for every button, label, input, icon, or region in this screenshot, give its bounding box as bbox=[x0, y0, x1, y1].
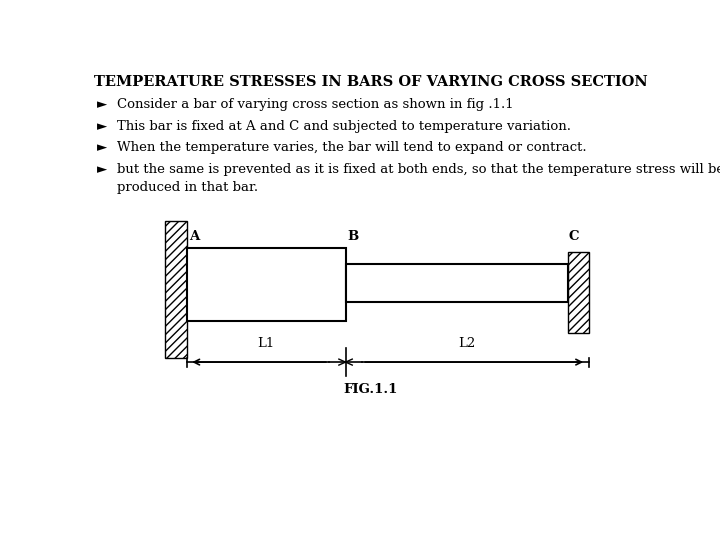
Text: When the temperature varies, the bar will tend to expand or contract.: When the temperature varies, the bar wil… bbox=[117, 141, 586, 154]
Text: ►: ► bbox=[96, 163, 107, 176]
Text: FIG.1.1: FIG.1.1 bbox=[343, 383, 398, 396]
Text: This bar is fixed at A and C and subjected to temperature variation.: This bar is fixed at A and C and subject… bbox=[117, 120, 571, 133]
Text: C: C bbox=[569, 230, 580, 243]
Bar bbox=[346, 265, 567, 302]
Text: ►: ► bbox=[96, 120, 107, 133]
Bar bbox=[186, 248, 346, 321]
Text: B: B bbox=[348, 230, 359, 243]
Text: A: A bbox=[189, 230, 199, 243]
Text: ►: ► bbox=[96, 141, 107, 154]
Text: L2: L2 bbox=[459, 338, 476, 350]
Text: TEMPERATURE STRESSES IN BARS OF VARYING CROSS SECTION: TEMPERATURE STRESSES IN BARS OF VARYING … bbox=[94, 75, 648, 89]
Text: ►: ► bbox=[96, 98, 107, 111]
Text: Consider a bar of varying cross section as shown in fig .1.1: Consider a bar of varying cross section … bbox=[117, 98, 513, 111]
Bar bbox=[567, 252, 589, 333]
Bar bbox=[166, 221, 186, 358]
Text: L1: L1 bbox=[258, 338, 274, 350]
Text: but the same is prevented as it is fixed at both ends, so that the temperature s: but the same is prevented as it is fixed… bbox=[117, 163, 720, 194]
